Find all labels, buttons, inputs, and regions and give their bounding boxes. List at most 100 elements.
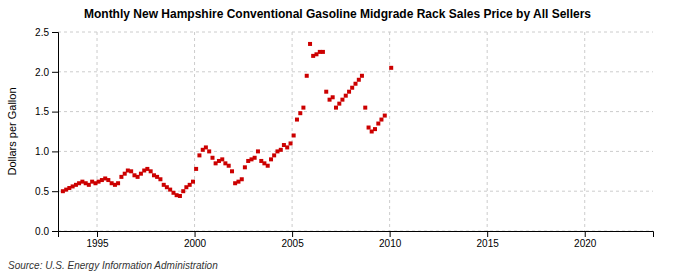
y-tick-label: 1.5 [35,106,49,117]
y-axis: 0.0 0.5 1.0 1.5 2.0 2.5 [35,27,58,237]
x-tick: 2010 [379,231,402,249]
point [240,177,244,181]
point [373,127,377,131]
point [269,157,273,161]
grid-line-x [194,32,195,231]
point [337,102,341,106]
point [197,153,201,157]
x-tick: 1995 [86,231,109,249]
point [334,106,338,110]
point [207,149,211,153]
y-tick-label: 1.0 [35,146,49,157]
point [360,74,364,78]
x-tick-label: 2020 [574,238,597,249]
point [354,82,358,86]
point [321,50,325,54]
x-tick-mark [195,231,196,237]
y-tick: 1.5 [35,106,58,117]
grid-line-x [487,32,488,231]
point [266,164,270,168]
point [347,90,351,94]
y-tick-mark [52,191,58,192]
point [272,153,276,157]
y-tick-mark [52,72,58,73]
title: Monthly New Hampshire Conventional Gasol… [84,7,591,21]
x-tick-label: 2005 [281,238,304,249]
point [220,157,224,161]
point [227,164,231,168]
y-tick-mark [52,231,58,232]
grid-line-y [58,71,653,72]
point [181,189,185,193]
x-tick: 2005 [281,231,304,249]
x-tick: 2015 [477,231,500,249]
point [376,122,380,126]
y-tick-label: 0.5 [35,186,49,197]
point [305,74,309,78]
grid-line-y [58,111,653,112]
point [331,95,335,99]
point [116,181,120,185]
grid-line-y [58,191,653,192]
chart: 1995 2000 2005 2010 2015 2020 0.0 0.5 1.0 1.5 2.0 2… [0,0,675,275]
point [350,86,354,90]
y-tick: 2.5 [35,27,58,38]
grid-line-x [389,32,390,231]
point [298,111,302,115]
point [191,180,195,184]
point [340,98,344,102]
point [379,118,383,122]
y-tick-mark [52,151,58,152]
point [344,94,348,98]
point [289,141,293,145]
grid-line-x [292,32,293,231]
y-tick: 2.0 [35,67,58,78]
grid-line-y [58,32,653,33]
point [308,42,312,46]
point [149,169,153,173]
plot: 1995 2000 2005 2010 2015 2020 0.0 0.5 1.0 1.5 2.0 2… [35,27,653,249]
y-tick-label: 0.0 [35,226,49,237]
grid-line-x [97,32,98,231]
x-axis-line [59,232,654,238]
grid [58,32,653,231]
grid-line-y [58,151,653,152]
x-tick-mark [292,231,293,237]
y-axis-title: Dollars per Gallon [6,87,18,175]
y-tick: 0.0 [35,226,58,237]
point [383,114,387,118]
point [285,145,289,149]
x-tick-mark [390,231,391,237]
point [295,118,299,122]
point [279,148,283,152]
point [389,66,393,70]
x-tick: 2020 [574,231,597,249]
x-tick-label: 2000 [184,238,207,249]
point [158,177,162,181]
x-tick-label: 2015 [477,238,500,249]
x-tick-label: 1995 [86,238,109,249]
point [292,133,296,137]
grid-line-x [584,32,585,231]
y-tick-label: 2.0 [35,67,49,78]
point [253,156,257,160]
y-tick-mark [52,112,58,113]
x-tick-label: 2010 [379,238,402,249]
point [357,78,361,82]
x-tick: 2000 [184,231,207,249]
point [178,194,182,198]
point [230,169,234,173]
x-tick-mark [487,231,488,237]
x-tick-mark [585,231,586,237]
annotation: Source: U.S. Energy Information Administ… [8,260,218,271]
point [204,145,208,149]
point [301,106,305,110]
point [211,156,215,160]
y-tick-label: 2.5 [35,27,49,38]
x-tick-mark [97,231,98,237]
point [194,167,198,171]
point [256,149,260,153]
y-tick: 0.5 [35,186,58,197]
y-tick: 1.0 [35,146,58,157]
point [129,169,133,173]
